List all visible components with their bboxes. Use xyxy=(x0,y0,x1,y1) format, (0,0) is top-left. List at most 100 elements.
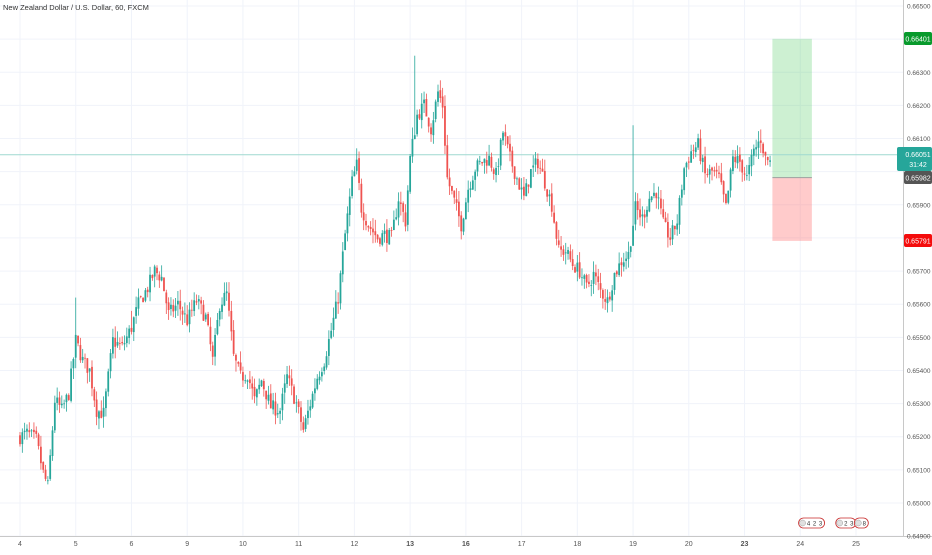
candle-body xyxy=(267,394,270,401)
time-tick-label: 24 xyxy=(796,541,804,548)
price-tick-label: 0.65100 xyxy=(907,467,931,474)
candle-body xyxy=(21,432,24,445)
candle-body xyxy=(290,378,293,386)
candle-body xyxy=(430,127,432,135)
candle-body xyxy=(42,461,45,470)
candle-body xyxy=(762,143,765,154)
candle-body xyxy=(163,277,165,292)
event-count-label: 3 xyxy=(819,522,823,528)
time-axis[interactable]: 4 5 6 9 10 11 12 13 16 17 18 19 20 23 24 25 xyxy=(18,541,860,548)
candle-body xyxy=(344,233,347,250)
candle-body xyxy=(497,166,500,167)
candle-body xyxy=(376,234,379,240)
candle-body xyxy=(632,225,634,246)
candle-body xyxy=(671,225,674,240)
candle-body xyxy=(170,304,172,310)
current-price-label: 0.66051 xyxy=(905,152,930,159)
candle-body xyxy=(397,201,400,218)
candle-body xyxy=(557,240,560,245)
candle-body xyxy=(625,258,627,261)
candle-body xyxy=(441,96,444,108)
candle-body xyxy=(311,393,314,408)
candle-body xyxy=(114,337,117,347)
candle-body xyxy=(546,189,549,197)
candle-body xyxy=(597,276,600,283)
candle-body xyxy=(242,372,244,381)
candle-body xyxy=(629,246,632,252)
price-tick-label: 0.65200 xyxy=(907,434,931,441)
candle-body xyxy=(37,434,40,447)
candle-body xyxy=(757,141,760,148)
candle-body xyxy=(583,275,586,279)
candle-body xyxy=(439,90,442,99)
candle-body xyxy=(471,180,474,190)
candle-body xyxy=(253,386,256,397)
candle-body xyxy=(35,430,38,434)
candle-body xyxy=(302,422,305,430)
candle-body xyxy=(759,140,762,143)
price-tick-label: 0.65900 xyxy=(907,202,931,209)
candle-body xyxy=(355,159,358,171)
candle-body xyxy=(19,435,21,445)
candle-body xyxy=(330,330,333,338)
candle-body xyxy=(743,173,746,175)
time-tick-label: 25 xyxy=(852,541,860,548)
candle-body xyxy=(755,147,758,150)
candle-body xyxy=(295,402,298,404)
candle-body xyxy=(30,430,33,432)
candle-body xyxy=(156,267,158,274)
candle-body xyxy=(98,411,100,419)
candle-body xyxy=(718,172,720,174)
candle-body xyxy=(33,429,35,433)
candle-body xyxy=(151,275,154,279)
candle-body xyxy=(455,199,458,203)
candle-body xyxy=(650,196,653,201)
time-tick-label: 9 xyxy=(185,541,189,548)
candle-body xyxy=(383,230,386,234)
candle-body xyxy=(488,155,490,166)
entry-price-label: 0.65982 xyxy=(905,176,930,183)
candle-body xyxy=(74,334,77,358)
candle-body xyxy=(581,277,583,279)
candle-body xyxy=(653,192,655,196)
candle-body xyxy=(251,383,254,389)
candle-body xyxy=(541,168,544,172)
candle-body xyxy=(146,289,149,293)
price-tick-label: 0.66300 xyxy=(907,70,931,77)
candle-body xyxy=(648,198,651,212)
candle-body xyxy=(200,300,203,304)
candle-body xyxy=(65,394,68,403)
candle-body xyxy=(692,149,695,151)
candle-body xyxy=(553,212,556,223)
candle-body xyxy=(599,283,602,290)
event-count-label: 2 xyxy=(844,522,848,528)
time-tick-label: 16 xyxy=(462,541,470,548)
candle-body xyxy=(606,297,609,304)
candle-body xyxy=(51,430,54,456)
candles xyxy=(19,55,771,485)
candle-body xyxy=(474,171,477,180)
candle-body xyxy=(715,169,718,172)
entry-price-badge xyxy=(904,171,932,184)
candle-body xyxy=(165,292,168,304)
candle-body xyxy=(555,222,558,239)
candle-body xyxy=(708,169,711,175)
candle-body xyxy=(434,101,437,120)
candle-body xyxy=(177,300,179,305)
candle-body xyxy=(525,183,528,197)
price-tick-label: 0.66100 xyxy=(907,136,931,143)
candle-body xyxy=(704,156,706,174)
candle-body xyxy=(467,189,470,203)
axes xyxy=(0,0,932,537)
candle-body xyxy=(732,156,734,172)
candle-body xyxy=(516,178,518,180)
candle-body xyxy=(202,304,205,321)
candle-body xyxy=(427,117,430,127)
candle-body xyxy=(369,226,372,230)
economic-event-marker[interactable]: 8 xyxy=(853,517,869,529)
